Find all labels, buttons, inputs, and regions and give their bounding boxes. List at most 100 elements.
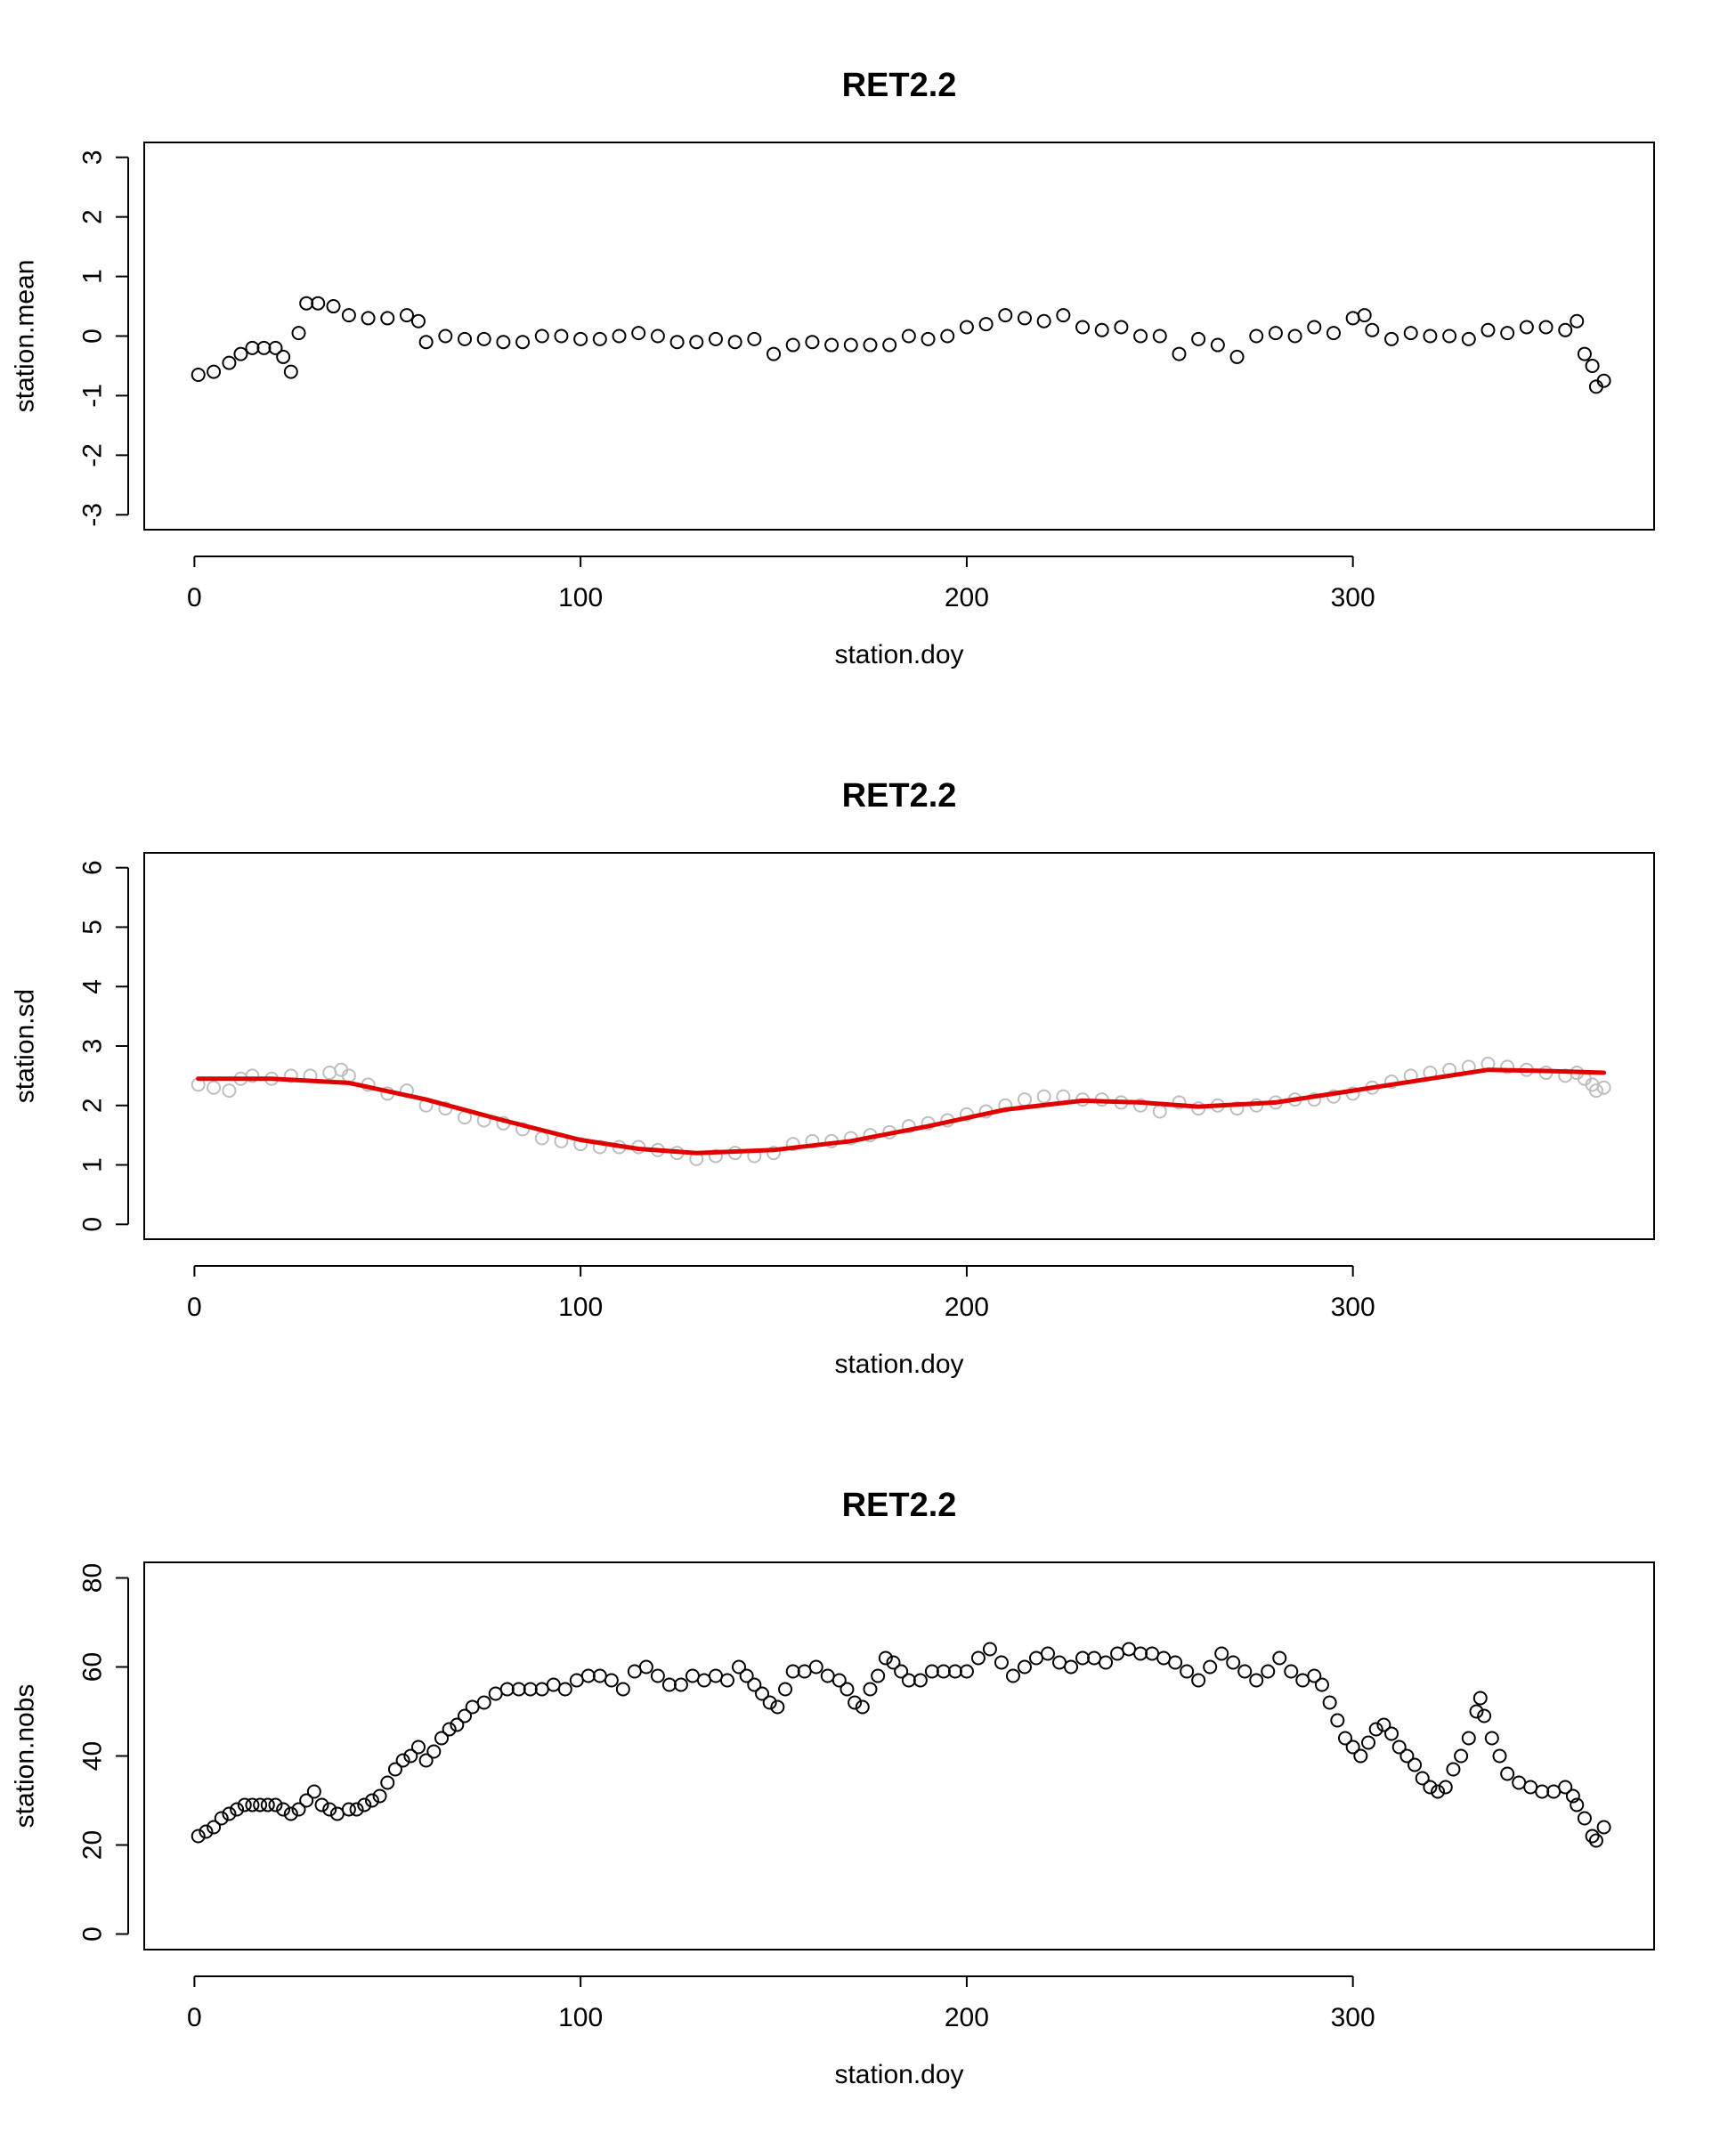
data-point	[1519, 320, 1534, 335]
data-point	[871, 1668, 886, 1683]
data-point	[207, 364, 222, 379]
data-point	[1446, 1762, 1461, 1777]
smoothed-sd-line	[196, 1067, 1607, 1156]
data-point	[569, 1673, 584, 1688]
data-point	[476, 331, 491, 346]
data-point	[1152, 328, 1167, 344]
data-point	[410, 1740, 426, 1755]
data-point	[982, 1642, 997, 1657]
data-point	[1337, 1731, 1352, 1746]
data-point	[739, 1668, 754, 1683]
data-point	[349, 1802, 364, 1817]
x-tick-label: 100	[558, 1293, 603, 1322]
data-point	[207, 1820, 222, 1835]
data-point	[418, 335, 434, 350]
data-point	[1423, 328, 1438, 344]
y-tick-label: -3	[78, 503, 108, 527]
data-point	[978, 317, 994, 332]
data-point	[1588, 1833, 1603, 1848]
data-point	[1110, 1646, 1125, 1661]
data-point	[1442, 328, 1457, 344]
data-point	[442, 1722, 457, 1737]
data-point	[1145, 1646, 1160, 1661]
y-tick-label: 0	[78, 1926, 108, 1942]
data-point	[372, 1788, 387, 1804]
data-point	[894, 1664, 909, 1679]
data-point	[1577, 1811, 1592, 1826]
data-point	[268, 340, 283, 355]
x-tick-label: 0	[187, 1293, 202, 1322]
data-point	[1376, 1717, 1391, 1732]
data-point	[395, 1753, 410, 1768]
data-point	[1596, 1080, 1611, 1095]
x-tick-label: 100	[558, 2003, 603, 2032]
data-point	[214, 1811, 229, 1826]
data-point	[1492, 1748, 1507, 1764]
data-point	[1214, 1646, 1229, 1661]
data-point	[778, 1682, 793, 1697]
data-point	[708, 1668, 723, 1683]
data-point	[499, 1682, 515, 1697]
y-tick-label: 60	[78, 1652, 108, 1682]
data-point	[882, 337, 897, 353]
data-point	[855, 1699, 870, 1715]
data-point	[1423, 1780, 1438, 1795]
data-point	[1546, 1784, 1562, 1799]
data-point	[1322, 1695, 1337, 1710]
data-point	[1307, 320, 1322, 335]
data-point	[797, 1664, 812, 1679]
data-point	[418, 1753, 434, 1768]
data-point	[361, 311, 376, 326]
data-point	[1168, 1655, 1183, 1670]
plot-frame	[143, 142, 1655, 531]
x-tick-label: 200	[945, 1293, 989, 1322]
data-point	[863, 337, 878, 353]
x-axis-title: station.doy	[834, 1350, 963, 1379]
data-point	[222, 1806, 237, 1821]
data-point	[959, 1664, 974, 1679]
data-point	[1180, 1664, 1195, 1679]
data-point	[434, 1731, 449, 1746]
data-point	[1399, 1748, 1415, 1764]
data-point	[230, 1802, 245, 1817]
data-point	[1114, 320, 1129, 335]
y-tick-label: -2	[78, 443, 108, 467]
data-point	[1345, 311, 1360, 326]
data-point	[1307, 1668, 1322, 1683]
data-point	[515, 335, 531, 350]
data-point	[615, 1682, 630, 1697]
data-point	[326, 299, 341, 314]
data-point	[994, 1655, 1009, 1670]
data-point	[465, 1699, 480, 1715]
data-point	[936, 1664, 951, 1679]
data-point	[650, 328, 665, 344]
data-point	[592, 331, 607, 346]
data-point	[523, 1682, 538, 1697]
data-point	[1210, 337, 1225, 353]
y-axis-title: station.mean	[11, 260, 40, 413]
data-point	[863, 1682, 878, 1697]
data-point	[291, 326, 306, 341]
y-tick-label: 4	[78, 979, 108, 994]
y-tick-label: 6	[78, 860, 108, 875]
data-point	[1454, 1748, 1469, 1764]
data-point	[831, 1673, 847, 1688]
data-point	[650, 1668, 665, 1683]
data-point	[438, 328, 453, 344]
data-point	[1152, 1104, 1167, 1119]
data-point	[631, 326, 646, 341]
data-point	[673, 1677, 688, 1692]
x-tick-label: 300	[1331, 583, 1375, 612]
data-point	[901, 1673, 916, 1688]
data-point	[901, 1119, 916, 1134]
plot-frame	[143, 1561, 1655, 1950]
data-point	[747, 1677, 762, 1692]
data-point	[1268, 326, 1283, 341]
data-point	[1272, 1650, 1287, 1666]
data-point	[1588, 1083, 1603, 1099]
x-axis-title: station.doy	[834, 640, 963, 669]
data-point	[222, 355, 237, 370]
data-point	[1284, 1664, 1299, 1679]
data-point	[534, 328, 549, 344]
